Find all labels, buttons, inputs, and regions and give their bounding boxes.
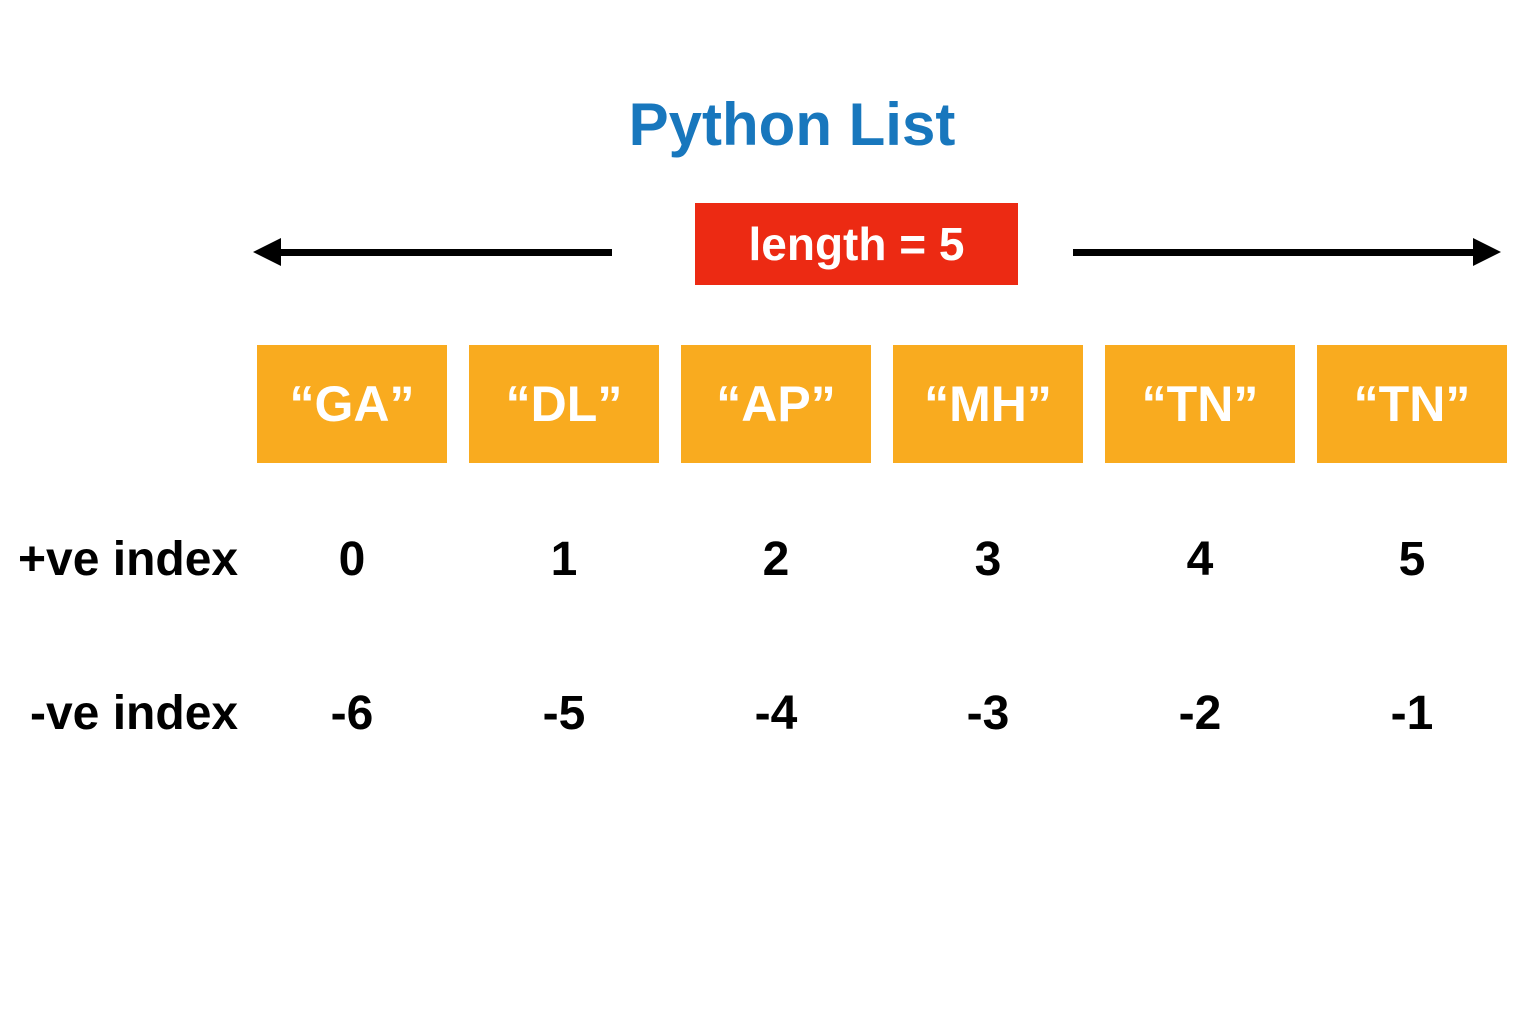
positive-index-value: 4 [1186,533,1214,586]
negative-index-value: -3 [966,687,1010,740]
list-item-box: “TN” [1105,345,1295,463]
negative-index-value: -2 [1178,687,1222,740]
negative-index-row: -6 -5 -4 -3 -2 -1 [257,686,1507,742]
list-item-box: “DL” [469,345,659,463]
right-arrow-line [1073,248,1473,256]
right-arrowhead-icon [1473,238,1501,266]
negative-index-value: -1 [1390,687,1434,740]
positive-index-value: 0 [338,533,366,586]
list-item-box: “TN” [1317,345,1507,463]
negative-index-value: -6 [330,687,374,740]
left-arrowhead-icon [253,238,281,266]
left-arrow [253,238,612,266]
positive-index-row: 0 1 2 3 4 5 [257,532,1507,588]
page-title: Python List [628,91,956,158]
positive-index-value: 5 [1398,533,1426,586]
positive-index-label: +ve index [18,533,239,586]
list-items-row: “GA” “DL” “AP” “MH” “TN” “TN” [257,345,1507,463]
length-badge: length = 5 [695,203,1018,285]
negative-index-value: -5 [542,687,586,740]
list-item-box: “GA” [257,345,447,463]
negative-index-value: -4 [754,687,798,740]
list-item-box: “AP” [681,345,871,463]
left-arrow-line [281,248,612,256]
positive-index-value: 1 [550,533,578,586]
list-item-box: “MH” [893,345,1083,463]
positive-index-value: 2 [762,533,790,586]
negative-index-label: -ve index [30,687,239,740]
right-arrow [1073,238,1501,266]
positive-index-value: 3 [974,533,1002,586]
